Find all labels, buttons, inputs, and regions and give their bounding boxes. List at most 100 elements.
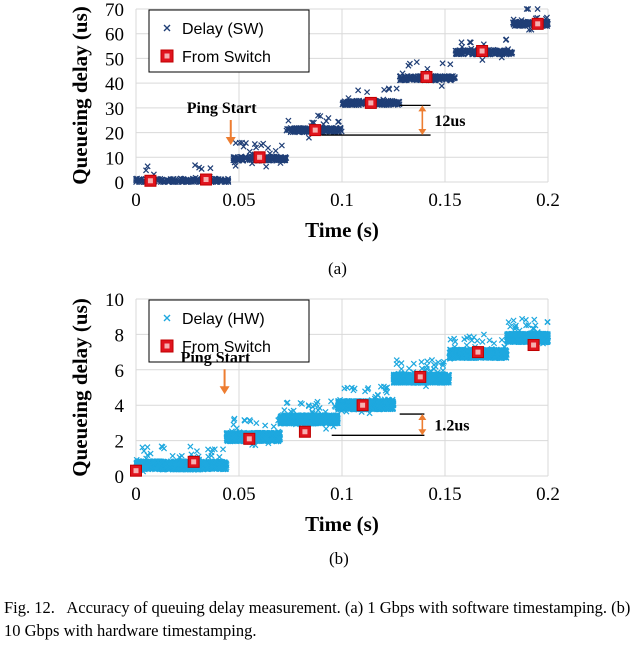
data-point: [458, 39, 465, 46]
annotation-diff: 12us: [434, 113, 465, 130]
data-point: [278, 142, 285, 149]
switch-point-center: [147, 178, 153, 184]
data-point: [405, 62, 412, 69]
annotation-ping-start: Ping Start: [187, 100, 257, 117]
data-point: [147, 450, 154, 457]
data-point: [511, 19, 518, 26]
data-point: [521, 19, 528, 26]
data-point: [219, 446, 227, 453]
data-point: [189, 177, 196, 184]
data-point: [139, 444, 146, 451]
x-tick-label: 0.05: [222, 484, 255, 505]
data-point: [238, 139, 246, 146]
data-point: [267, 154, 274, 161]
data-point: [221, 178, 228, 185]
data-point: [246, 155, 253, 162]
y-tick-label: 2: [115, 432, 125, 453]
data-point: [510, 19, 517, 26]
data-point: [201, 458, 208, 465]
legend: Delay (SW)From Switch: [148, 9, 310, 73]
data-point: [222, 178, 229, 185]
x-axis-label: Time (s): [305, 218, 379, 242]
y-tick-label: 6: [115, 361, 125, 382]
data-point: [503, 48, 510, 55]
data-point: [496, 50, 503, 57]
sublabel-a: (a): [328, 259, 347, 278]
data-point: [335, 118, 342, 125]
switch-point-center: [479, 48, 485, 54]
x-tick-label: 0: [131, 190, 141, 211]
data-point: [165, 177, 172, 184]
data-point: [262, 422, 269, 429]
y-tick-label: 0: [115, 173, 125, 194]
y-tick-label: 10: [105, 290, 124, 311]
data-point: [185, 178, 192, 185]
x-tick-label: 0.2: [536, 484, 560, 505]
data-point: [467, 39, 474, 46]
data-point: [323, 118, 330, 125]
y-tick-label: 8: [115, 325, 125, 346]
data-point: [479, 56, 486, 63]
data-point: [263, 163, 270, 170]
data-point: [355, 87, 362, 94]
diff-arrow-head-down: [418, 129, 427, 136]
data-point: [251, 141, 258, 148]
data-point: [246, 148, 253, 155]
data-point: [258, 142, 265, 149]
data-point: [187, 443, 194, 450]
data-point: [159, 444, 166, 451]
data-point: [209, 458, 216, 465]
data-point: [503, 36, 510, 43]
data-point: [393, 85, 400, 92]
data-point: [212, 175, 219, 183]
y-tick-label: 4: [115, 396, 125, 417]
y-tick-label: 60: [105, 25, 124, 46]
series-from-switch: [144, 17, 544, 187]
data-point: [264, 144, 272, 151]
data-point: [398, 365, 405, 373]
data-point: [253, 144, 260, 151]
data-point: [525, 5, 532, 13]
data-point: [173, 461, 180, 468]
switch-point-center: [535, 21, 541, 27]
data-point: [180, 177, 187, 184]
data-point: [282, 154, 289, 161]
data-point: [341, 98, 348, 105]
data-point: [447, 61, 454, 68]
x-tick-label: 0.2: [536, 190, 560, 211]
data-point: [231, 155, 238, 162]
data-point: [157, 461, 164, 468]
legend-marker-delay: [163, 24, 171, 32]
data-point: [300, 128, 307, 135]
data-point: [471, 48, 478, 55]
data-point: [424, 65, 431, 72]
data-point: [253, 420, 260, 427]
data-point: [316, 404, 323, 412]
data-point: [438, 75, 445, 82]
y-tick-label: 40: [105, 74, 124, 95]
ping-start-arrow-head: [225, 136, 236, 145]
y-tick-label: 50: [105, 49, 124, 70]
data-point: [380, 99, 387, 106]
data-point: [196, 164, 203, 171]
data-point: [154, 465, 161, 472]
data-point: [177, 466, 184, 473]
data-point: [385, 85, 392, 92]
data-point: [270, 423, 277, 430]
data-point: [466, 47, 473, 54]
y-tick-label: 20: [105, 124, 124, 145]
data-point: [146, 458, 153, 465]
x-tick-label: 0.1: [330, 484, 354, 505]
data-point: [509, 49, 516, 56]
data-point: [523, 5, 530, 13]
data-point: [240, 143, 247, 150]
data-point: [439, 60, 446, 67]
data-point: [413, 59, 420, 66]
data-point: [381, 86, 388, 93]
data-point: [193, 448, 200, 455]
switch-point-center: [423, 74, 429, 80]
data-point: [143, 167, 150, 174]
data-point: [323, 425, 330, 432]
data-point: [272, 147, 279, 154]
x-tick-label: 0.15: [428, 190, 461, 211]
